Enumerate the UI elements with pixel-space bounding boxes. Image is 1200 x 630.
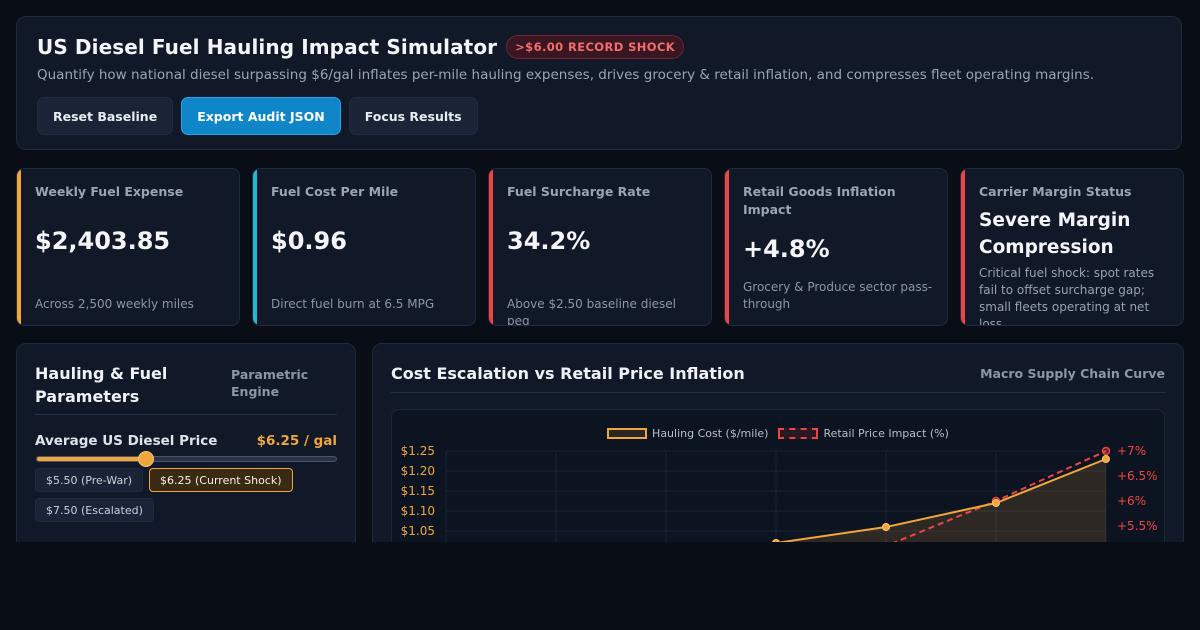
kpi-fuel-cost-per-mile: Fuel Cost Per Mile $0.96 Direct fuel bur… [252,168,476,326]
retail-point [1101,446,1111,456]
kpi-weekly-fuel-expense: Weekly Fuel Expense $2,403.85 Across 2,5… [16,168,240,326]
focus-results-button[interactable]: Focus Results [348,97,478,135]
kpi-label: Fuel Surcharge Rate [507,184,651,199]
kpi-label: Carrier Margin Status [979,184,1132,199]
legend-item-retail[interactable]: Retail Price Impact (%) [778,427,949,440]
kpi-accent-bar [253,169,257,325]
kpi-accent-bar [17,169,21,325]
viewport: US Diesel Fuel Hauling Impact Simulator … [16,16,1184,542]
preset-escalated-button[interactable]: $7.50 (Escalated) [35,498,154,522]
kpi-note: Above $2.50 baseline diesel peg [507,297,677,326]
y-left-tick-label: $1.25 [401,444,435,458]
preset-current-shock-button[interactable]: $6.25 (Current Shock) [149,468,293,492]
parametric-engine-tag: Parametric Engine [231,367,309,399]
kpi-label: Retail Goods Inflation Impact [743,184,896,217]
hauling-point [882,523,890,531]
reset-baseline-button[interactable]: Reset Baseline [37,97,174,135]
y-left-tick-label: $1.10 [401,504,435,518]
margin-status-note: Critical fuel shock: spot rates fail to … [979,266,1155,326]
kpi-note: Grocery & Produce sector pass-through [743,280,933,311]
diesel-presets: $5.50 (Pre-War) $6.25 (Current Shock) $7… [35,468,335,522]
kpi-accent-bar [725,169,729,325]
legend-swatch-retail [778,428,819,439]
panel-divider [391,392,1165,393]
diesel-price-value: $6.25 / gal [256,433,337,449]
kpi-note: Direct fuel burn at 6.5 MPG [271,297,435,311]
kpi-accent-bar [489,169,493,325]
hauling-series-line [775,458,1107,542]
export-audit-json-button[interactable]: Export Audit JSON [181,97,341,135]
y-left-tick-label: $1.05 [401,524,435,538]
legend-item-hauling[interactable]: Hauling Cost ($/mile) [607,427,768,440]
page-subtitle: Quantify how national diesel surpassing … [37,67,1095,83]
diesel-price-label: Average US Diesel Price [35,433,218,449]
kpi-value: $2,403.85 [35,227,171,255]
page-title: US Diesel Fuel Hauling Impact Simulator [37,35,498,59]
kpi-carrier-margin-status: Carrier Margin Status Severe Margin Comp… [960,168,1184,326]
kpi-value: 34.2% [507,227,591,255]
parameters-panel: Hauling & Fuel Parameters Parametric Eng… [16,343,356,542]
kpi-label: Fuel Cost Per Mile [271,184,399,199]
kpi-fuel-surcharge-rate: Fuel Surcharge Rate 34.2% Above $2.50 ba… [488,168,712,326]
diesel-price-slider[interactable] [36,451,337,467]
hauling-point [772,539,780,542]
legend-swatch-hauling [607,428,648,439]
header-card: US Diesel Fuel Hauling Impact Simulator … [16,16,1182,150]
kpi-note: Across 2,500 weekly miles [35,297,194,311]
slider-thumb[interactable] [138,451,155,467]
kpi-retail-inflation-impact: Retail Goods Inflation Impact +4.8% Groc… [724,168,948,326]
parameters-title: Hauling & Fuel Parameters [35,364,168,406]
chart-panel-tag: Macro Supply Chain Curve [980,366,1165,381]
legend-label: Retail Price Impact (%) [823,427,949,440]
kpi-label: Weekly Fuel Expense [35,184,184,199]
margin-status-value: Severe Margin Compression [979,210,1131,258]
y-left-tick-label: $1.20 [401,464,435,478]
chart-container: Hauling Cost ($/mile) Retail Price Impac… [391,409,1165,542]
y-right-tick-label: +6.5% [1117,469,1158,483]
hauling-area [782,459,1106,542]
kpi-value: $0.96 [271,227,347,255]
chart-panel: Cost Escalation vs Retail Price Inflatio… [372,343,1184,542]
legend-label: Hauling Cost ($/mile) [652,427,769,440]
preset-pre-war-button[interactable]: $5.50 (Pre-War) [35,468,144,492]
y-right-tick-label: +7% [1117,444,1146,458]
chart-panel-title: Cost Escalation vs Retail Price Inflatio… [391,364,745,383]
kpi-value: +4.8% [743,235,830,263]
panel-divider [35,414,337,415]
y-right-tick-label: +6% [1117,494,1146,508]
y-right-tick-label: +5.5% [1117,519,1158,533]
y-left-tick-label: $1.15 [401,484,435,498]
kpi-accent-bar [961,169,965,325]
chart-plot: $1.25 $1.20 $1.15 $1.10 $1.05 +7% +6.5% +6% +5.5… [401,444,1158,542]
slider-fill [37,457,147,461]
hauling-point [1102,455,1110,463]
record-shock-badge: >$6.00 RECORD SHOCK [506,35,685,59]
chart-legend: Hauling Cost ($/mile) Retail Price Impac… [392,427,1164,440]
retail-series-line [893,450,1107,542]
hauling-point [992,499,1000,507]
